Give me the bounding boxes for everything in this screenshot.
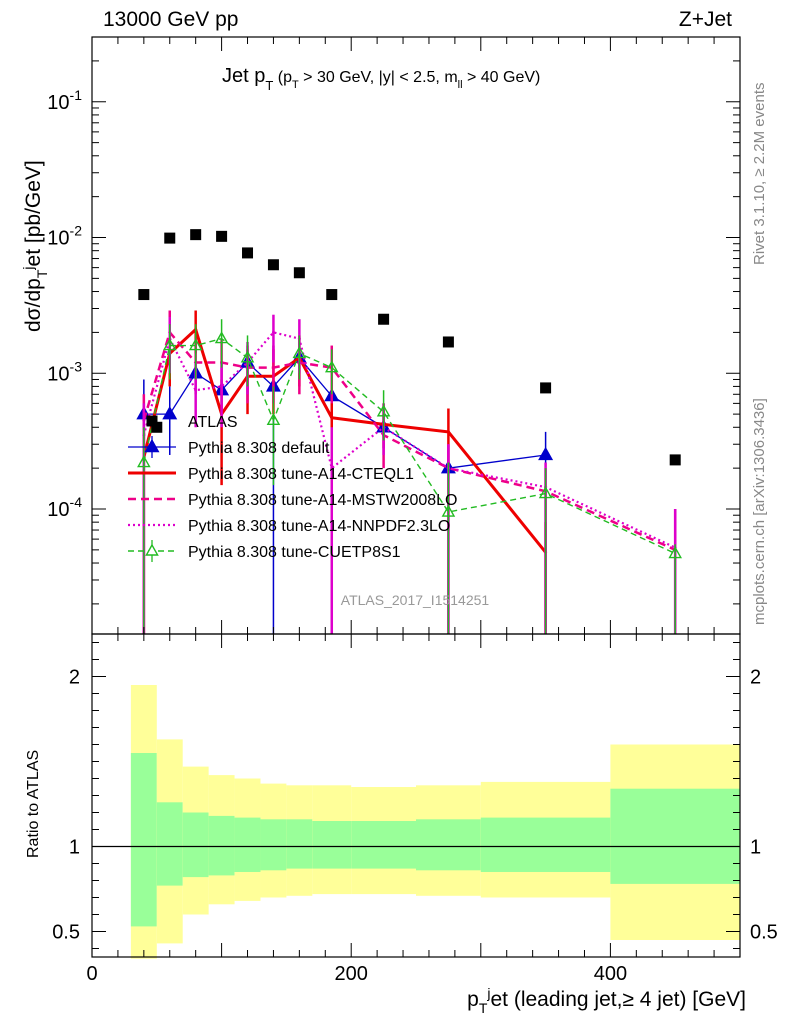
ratio-band-inner bbox=[610, 788, 740, 884]
ratio-band-inner bbox=[260, 819, 287, 871]
axes-layer: 0 200 400 10-4 10-3 10-2 10-1 0.5 0.5 1 1 2 2 bbox=[47, 36, 778, 985]
legend-entry-cteql1: Pythia 8.308 tune-A14-CTEQL1 bbox=[128, 466, 414, 483]
analysis-id: ATLAS_2017_I1514251 bbox=[341, 592, 490, 608]
marker-point bbox=[330, 416, 334, 420]
marker-point bbox=[446, 430, 450, 434]
series-atlas bbox=[138, 229, 681, 466]
ratio-band-inner bbox=[416, 819, 481, 871]
legend-label: Pythia 8.308 tune-A14-CTEQL1 bbox=[188, 466, 414, 483]
data-point bbox=[267, 259, 279, 271]
data-point bbox=[442, 336, 454, 348]
data-point bbox=[216, 230, 228, 242]
x-tick-label: 200 bbox=[335, 963, 368, 985]
data-point bbox=[164, 232, 176, 244]
series-cuetp8s1 bbox=[137, 319, 682, 634]
legend-entry-cuetp8s1: Pythia 8.308 tune-CUETP8S1 bbox=[128, 540, 401, 562]
ratio-y-axis-title: Ratio to ATLAS bbox=[25, 750, 42, 858]
legend-label: ATLAS bbox=[188, 414, 238, 431]
rivet-label: Rivet 3.1.10, ≥ 2.2M events bbox=[751, 83, 768, 266]
y-tick-label: 10-1 bbox=[47, 87, 82, 114]
marker-point bbox=[240, 350, 255, 363]
header-right-title: Z+Jet bbox=[679, 8, 732, 31]
x-tick-label: 0 bbox=[86, 963, 97, 985]
legend-entry-default: Pythia 8.308 default bbox=[128, 436, 330, 458]
ratio-band-inner bbox=[182, 812, 209, 878]
main-title: Jet pT (pT > 30 GeV, |y| < 2.5, mll > 40… bbox=[222, 65, 540, 93]
marker-point bbox=[330, 466, 334, 470]
ratio-y-tick-label: 2 bbox=[69, 667, 80, 689]
legend-label: Pythia 8.308 tune-A14-NNPDF2.3LO bbox=[188, 518, 450, 535]
legend-marker bbox=[146, 415, 158, 427]
marker-point bbox=[162, 405, 178, 420]
data-point bbox=[151, 421, 163, 433]
data-point bbox=[540, 382, 552, 394]
marker-point bbox=[137, 455, 151, 468]
ratio-band-inner bbox=[208, 815, 235, 876]
ratio-bands bbox=[92, 685, 740, 959]
marker-point bbox=[188, 338, 203, 351]
marker-point bbox=[266, 412, 281, 426]
ratio-y-tick-label: 1 bbox=[69, 837, 80, 859]
y-tick-label: 10-3 bbox=[47, 358, 82, 385]
marker-point bbox=[292, 345, 307, 359]
data-point bbox=[669, 454, 681, 466]
mcplots-label: mcplots.cern.ch [arXiv:1306.3436] bbox=[751, 398, 768, 625]
marker-point bbox=[194, 388, 198, 392]
legend-marker bbox=[144, 438, 160, 453]
legend-entry-data: ATLAS bbox=[146, 414, 238, 431]
top-y-axis-title: dσ/dpTjet [pb/GeV] bbox=[20, 160, 50, 332]
series-line bbox=[143, 337, 676, 555]
ratio-y-tick-label-right: 2 bbox=[750, 667, 761, 689]
ratio-band-inner bbox=[234, 817, 261, 872]
data-point bbox=[326, 289, 338, 301]
data-point bbox=[378, 313, 390, 325]
marker-point bbox=[538, 446, 554, 461]
marker-point bbox=[271, 366, 275, 370]
marker-point bbox=[668, 546, 682, 559]
marker-point bbox=[214, 331, 229, 344]
marker-point bbox=[220, 384, 224, 388]
legend-entry-mstw: Pythia 8.308 tune-A14-MSTW2008LO bbox=[128, 492, 457, 509]
series-line bbox=[142, 329, 676, 552]
ratio-band-inner bbox=[286, 819, 313, 869]
y-tick-label: 10-4 bbox=[47, 494, 82, 521]
y-tick-label: 10-2 bbox=[47, 223, 82, 250]
x-axis-title: pTjet (leading jet,≥ 4 jet) [GeV] bbox=[467, 985, 746, 1016]
ratio-band-inner bbox=[156, 802, 183, 886]
data-point bbox=[138, 289, 150, 301]
header-left-title: 13000 GeV pp bbox=[103, 8, 238, 31]
legend-label: Pythia 8.308 tune-CUETP8S1 bbox=[188, 544, 401, 561]
legend-label: Pythia 8.308 tune-A14-MSTW2008LO bbox=[188, 492, 457, 509]
data-point bbox=[190, 229, 202, 241]
data-point bbox=[293, 267, 305, 279]
ratio-y-tick-label-right: 1 bbox=[750, 837, 761, 859]
marker-point bbox=[538, 486, 553, 499]
legend-marker bbox=[145, 543, 159, 556]
ratio-band-inner bbox=[480, 817, 611, 872]
legend-entry-nnpdf: Pythia 8.308 tune-A14-NNPDF2.3LO bbox=[128, 518, 450, 535]
marker-point bbox=[441, 504, 456, 517]
ratio-band-inner bbox=[312, 821, 352, 869]
marker-point bbox=[162, 338, 177, 351]
marker-point bbox=[376, 404, 391, 417]
x-tick-label: 400 bbox=[594, 963, 627, 985]
ratio-y-tick-label: 0.5 bbox=[52, 922, 80, 944]
marker-point bbox=[324, 360, 339, 373]
marker-point bbox=[271, 330, 275, 334]
legend-label: Pythia 8.308 default bbox=[188, 440, 330, 457]
data-point bbox=[242, 247, 254, 259]
ratio-y-tick-label-right: 0.5 bbox=[750, 922, 778, 944]
ratio-band-inner bbox=[351, 821, 416, 869]
legend: ATLAS Pythia 8.308 default Pythia 8.308 tu… bbox=[128, 414, 457, 562]
top-series-layer bbox=[136, 229, 682, 634]
ratio-band-inner bbox=[130, 753, 157, 927]
